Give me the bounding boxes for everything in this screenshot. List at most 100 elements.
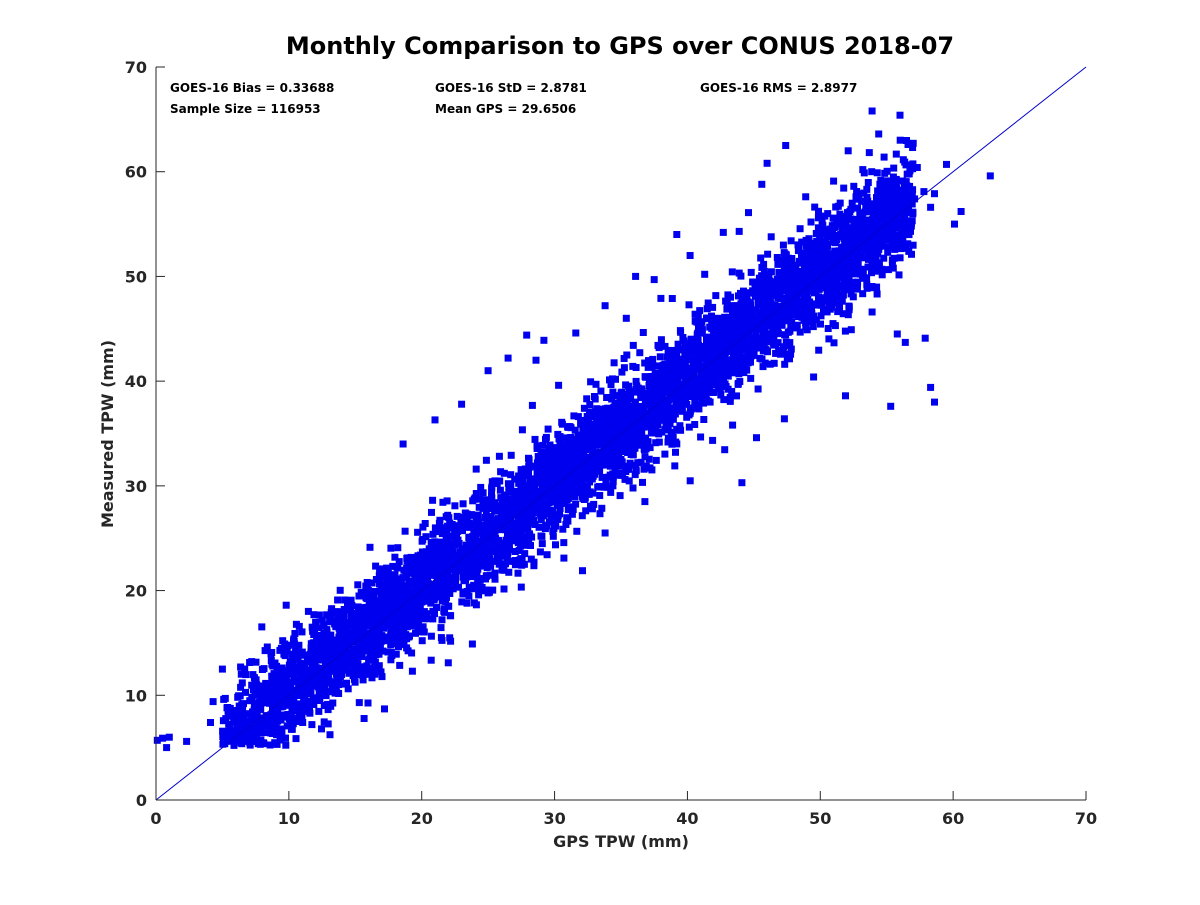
data-point	[856, 209, 864, 217]
data-point	[804, 301, 812, 309]
data-point	[863, 280, 871, 288]
data-point	[854, 263, 862, 271]
data-point	[396, 595, 404, 603]
data-point	[678, 407, 686, 415]
data-point	[451, 552, 459, 560]
data-point	[399, 634, 407, 642]
data-point	[760, 338, 768, 346]
data-point	[376, 580, 383, 588]
data-point	[703, 305, 711, 313]
data-point	[821, 237, 829, 245]
data-point	[873, 290, 881, 298]
data-point	[909, 241, 917, 249]
data-point	[347, 606, 354, 614]
data-point	[865, 149, 873, 157]
data-point	[325, 688, 333, 696]
data-point	[661, 342, 669, 350]
data-point	[892, 180, 900, 187]
data-point	[276, 672, 284, 680]
data-point	[379, 620, 387, 627]
data-point	[754, 385, 762, 393]
data-point	[836, 303, 843, 311]
data-point	[556, 461, 564, 469]
data-point	[455, 539, 463, 547]
data-point	[597, 440, 605, 448]
data-point	[425, 597, 432, 605]
data-point	[591, 395, 599, 403]
data-point	[388, 626, 396, 634]
data-point	[543, 521, 550, 529]
data-point	[376, 565, 384, 573]
data-point	[810, 312, 818, 320]
data-point	[700, 344, 708, 352]
data-point	[517, 583, 525, 591]
data-point	[604, 443, 612, 451]
data-point	[459, 526, 466, 534]
data-point	[462, 541, 470, 549]
data-point	[292, 643, 300, 651]
data-point	[491, 575, 499, 583]
data-point	[420, 608, 428, 616]
data-point	[871, 222, 879, 230]
data-point	[556, 466, 563, 474]
data-point	[442, 524, 450, 532]
data-point	[359, 676, 367, 684]
data-point	[640, 409, 648, 417]
data-point	[674, 372, 682, 380]
data-point	[437, 580, 445, 588]
data-point	[639, 389, 647, 397]
data-point	[806, 271, 814, 279]
data-point	[826, 291, 834, 299]
data-point	[690, 385, 698, 393]
data-point	[655, 404, 663, 412]
data-point	[770, 341, 778, 349]
data-point	[698, 374, 706, 382]
data-point	[511, 557, 519, 564]
data-point	[370, 592, 378, 599]
data-point	[612, 375, 619, 383]
data-point	[541, 471, 549, 479]
data-point	[219, 717, 227, 725]
data-point	[702, 390, 710, 398]
data-point	[273, 665, 281, 673]
data-point	[819, 221, 827, 229]
data-point	[274, 717, 282, 725]
data-point	[841, 327, 849, 335]
data-point	[603, 394, 611, 401]
data-point	[703, 396, 711, 404]
data-point	[895, 218, 903, 226]
data-point	[699, 379, 707, 387]
data-point	[371, 638, 379, 646]
data-point	[803, 256, 811, 264]
data-point	[548, 509, 555, 517]
data-point	[521, 533, 529, 541]
data-point	[308, 668, 316, 676]
data-point	[700, 383, 708, 391]
data-point	[387, 641, 395, 649]
data-point	[468, 543, 476, 551]
data-point	[463, 510, 471, 518]
data-point	[829, 287, 837, 295]
data-point	[364, 612, 372, 620]
data-point	[853, 285, 861, 293]
data-point	[775, 268, 783, 276]
data-point	[348, 602, 356, 609]
data-point	[667, 428, 675, 436]
data-point	[517, 486, 525, 494]
data-point	[741, 353, 749, 361]
data-point	[860, 189, 868, 197]
data-point	[870, 261, 877, 268]
data-point	[433, 528, 440, 536]
data-point	[893, 194, 901, 202]
data-point	[361, 622, 369, 630]
data-point	[428, 508, 435, 516]
data-point	[368, 633, 376, 641]
data-point	[370, 644, 378, 652]
data-point	[347, 596, 355, 604]
data-point	[336, 586, 344, 594]
data-point	[418, 548, 426, 556]
data-point	[788, 311, 795, 318]
data-point	[524, 509, 532, 517]
data-point	[716, 385, 724, 393]
data-point	[632, 420, 640, 428]
